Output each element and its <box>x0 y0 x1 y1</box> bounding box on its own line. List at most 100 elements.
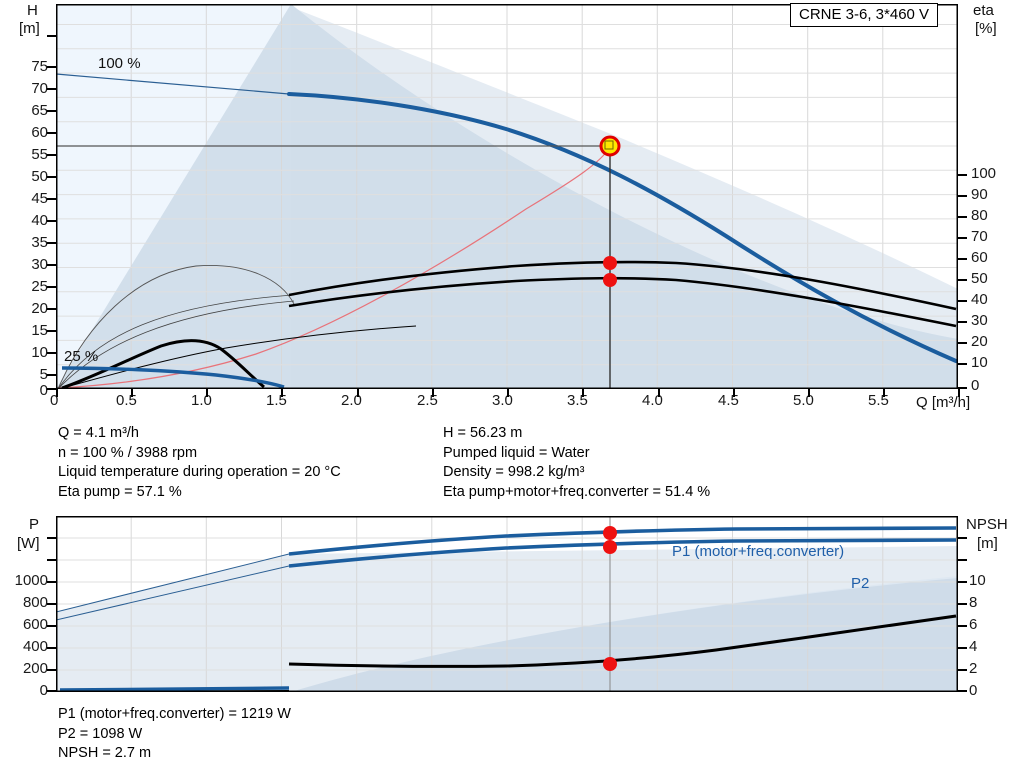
chart1-eta-tick-10: 10 <box>971 354 988 371</box>
chart1-eta-tick-0: 0 <box>971 377 980 394</box>
chart2-npsh-tickmark <box>958 669 967 671</box>
chart1-ytickmark <box>47 176 56 178</box>
chart1-xtickmark <box>582 389 584 397</box>
chart2-y-right-unit: [m] <box>977 535 998 552</box>
chart1-eta-tickmark <box>958 387 967 389</box>
chart2-ptickmark <box>47 537 56 539</box>
chart1-ytickmark <box>47 154 56 156</box>
chart1-eta-tickmark <box>958 216 967 218</box>
npsh-marker <box>603 657 617 671</box>
chart1-xtick-0: 0 <box>50 392 59 409</box>
chart2-ptickmark <box>47 603 56 605</box>
chart1-vertical-gridlines <box>130 4 884 389</box>
chart1-ytick-65: 65 <box>31 102 48 119</box>
operating-band-upper <box>291 7 958 389</box>
chart1-ytick-10: 10 <box>31 344 48 361</box>
chart1-xtickmark <box>883 389 885 397</box>
chart1-xtick-2.0: 2.0 <box>341 392 362 409</box>
chart1-xtick-1.0: 1.0 <box>191 392 212 409</box>
chart1-ytick-75: 75 <box>31 58 48 75</box>
chart1-ytick-50: 50 <box>31 168 48 185</box>
chart1-eta-tick-60: 60 <box>971 249 988 266</box>
chart2-ptick-600: 600 <box>22 616 48 633</box>
chart1-xtickmark <box>658 389 660 397</box>
legend-p1: P1 (motor+freq.converter) <box>672 543 845 560</box>
chart2-npsh-tickmark <box>958 603 967 605</box>
npsh-curve <box>288 614 957 668</box>
chart1-y-right-unit: [%] <box>975 20 997 37</box>
info-eta-pump: Eta pump = 57.1 % <box>58 483 182 500</box>
annotation-100-percent: 100 % <box>98 55 141 72</box>
chart2-ptickmark <box>47 625 56 627</box>
chart1-frame <box>56 4 958 389</box>
chart2-ptickmark <box>47 581 56 583</box>
info-liquid-temp: Liquid temperature during operation = 20… <box>58 464 341 480</box>
chart1-ytickmark <box>47 242 56 244</box>
chart1-xtick-4.5: 4.5 <box>718 392 739 409</box>
chart1-xtickmark <box>808 389 810 397</box>
chart1-y-left-title: H <box>27 2 38 19</box>
chart2-ptickmark <box>47 647 56 649</box>
p1-curve <box>288 526 957 556</box>
operating-data-left: Q = 4.1 m³/h n = 100 % / 3988 rpm Liquid… <box>58 424 341 502</box>
info-q: Q = 4.1 m³/h <box>58 425 139 441</box>
info-npsh: NPSH = 2.7 m <box>58 745 152 761</box>
p1-25pct-curve <box>59 686 290 692</box>
chart1-ytick-70: 70 <box>31 80 48 97</box>
chart1-eta-tickmark <box>958 363 967 365</box>
chart1-xtickmark <box>432 389 434 397</box>
speed-envelope-25pct <box>57 264 295 389</box>
eta-helper-line-b <box>57 300 295 389</box>
chart2-ptickmark <box>47 669 56 671</box>
chart2-ptick-400: 400 <box>22 638 48 655</box>
chart1-ytickmark <box>47 220 56 222</box>
chart1-xtickmark <box>56 389 58 397</box>
chart1-eta-tickmark <box>958 237 967 239</box>
chart1-xtick-5.5: 5.5 <box>868 392 889 409</box>
chart1-eta-tickmark <box>958 195 967 197</box>
chart1-ytick-60: 60 <box>31 124 48 141</box>
chart1-ytickmark <box>47 132 56 134</box>
chart2-y-left-title: P <box>29 516 40 533</box>
chart1-ytick-15: 15 <box>31 322 48 339</box>
chart1-ytick-55: 55 <box>31 146 48 163</box>
chart2-plot <box>56 516 958 692</box>
p2-curve <box>288 538 957 568</box>
head-efficiency-chart: H [m] eta [%] Q [m³/h] <box>19 2 997 411</box>
chart1-ytickmark <box>47 388 56 390</box>
chart1-xtick-3.0: 3.0 <box>492 392 513 409</box>
chart2-y-left-unit: [W] <box>17 535 40 552</box>
chart1-ytickmark <box>47 264 56 266</box>
chart2-ptickmark <box>47 690 56 692</box>
head-curve-25pct <box>61 366 285 389</box>
chart1-ytick-25: 25 <box>31 278 48 295</box>
chart1-ytickmark <box>47 35 56 37</box>
chart1-xtickmark <box>733 389 735 397</box>
chart1-ytickmark <box>47 66 56 68</box>
chart1-eta-tick-40: 40 <box>971 291 988 308</box>
chart2-npsh-tickmark <box>958 537 967 539</box>
chart1-ytick-35: 35 <box>31 234 48 251</box>
power-data: P1 (motor+freq.converter) = 1219 W P2 = … <box>58 705 291 764</box>
chart1-eta-tick-100: 100 <box>971 165 997 182</box>
chart2-ptick-200: 200 <box>22 660 48 677</box>
chart1-eta-tick-70: 70 <box>971 228 988 245</box>
chart2-npsh-tick-2: 2 <box>969 660 978 677</box>
chart1-ytickmark <box>47 308 56 310</box>
info-head: H = 56.23 m <box>443 425 523 441</box>
chart1-ytick-40: 40 <box>31 212 48 229</box>
chart1-ytickmark <box>47 374 56 376</box>
chart1-xtick-3.5: 3.5 <box>567 392 588 409</box>
eta-reduced-speed-thin-a <box>58 325 417 389</box>
chart1-ytick-30: 30 <box>31 256 48 273</box>
chart1-eta-tickmark <box>958 342 967 344</box>
pump-model-title: CRNE 3-6, 3*460 V <box>790 3 939 27</box>
chart2-npsh-tickmark <box>958 690 967 692</box>
chart1-ytickmark <box>47 286 56 288</box>
chart1-xtick-4.0: 4.0 <box>642 392 663 409</box>
eta-total-marker <box>603 273 617 287</box>
p2-extension <box>56 565 290 621</box>
chart2-y-right-title: NPSH <box>966 516 1008 533</box>
chart2-npsh-tick-0: 0 <box>969 682 978 699</box>
